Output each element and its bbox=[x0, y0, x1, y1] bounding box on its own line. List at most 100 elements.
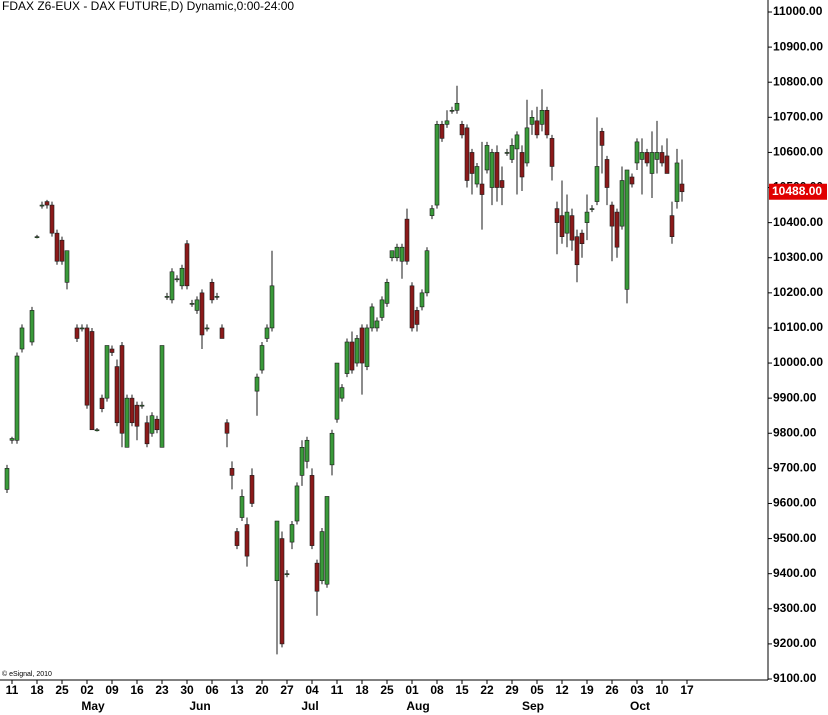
candle-body bbox=[674, 162, 680, 202]
candle-body bbox=[174, 278, 180, 281]
candle-body bbox=[269, 285, 275, 329]
candle-body bbox=[499, 180, 505, 188]
candle-body bbox=[549, 138, 555, 167]
candle-body bbox=[489, 152, 495, 188]
candle-body bbox=[534, 120, 540, 136]
candle-body bbox=[189, 303, 195, 305]
candle-body bbox=[594, 166, 600, 202]
candle-body bbox=[294, 485, 300, 522]
candle-body bbox=[49, 204, 55, 234]
candle-body bbox=[639, 152, 645, 160]
x-tick-label: 10 bbox=[655, 683, 669, 697]
month-label: Oct bbox=[630, 699, 650, 713]
x-tick-label: 25 bbox=[380, 683, 394, 697]
x-tick-label: 26 bbox=[605, 683, 619, 697]
candle-body bbox=[339, 387, 345, 399]
candle-body bbox=[679, 183, 685, 193]
candle-body bbox=[14, 355, 20, 441]
x-tick-label: 27 bbox=[280, 683, 294, 697]
month-label: Aug bbox=[406, 699, 429, 713]
x-tick-label: 08 bbox=[430, 683, 444, 697]
candle-body bbox=[544, 109, 550, 136]
candle-body bbox=[569, 215, 575, 241]
candle-body bbox=[199, 292, 205, 336]
candle-body bbox=[229, 468, 235, 476]
candle-body bbox=[39, 204, 45, 207]
candle-body bbox=[129, 397, 135, 424]
candle-body bbox=[309, 475, 315, 546]
candle-body bbox=[314, 562, 320, 592]
candle-body bbox=[444, 120, 450, 125]
candle-body bbox=[34, 236, 40, 238]
candle-body bbox=[344, 341, 350, 374]
candle-body bbox=[434, 124, 440, 206]
month-label: Jul bbox=[301, 699, 318, 713]
y-tick-label: 9500.00 bbox=[773, 531, 817, 545]
candle-body bbox=[669, 215, 675, 237]
candle-body bbox=[494, 152, 500, 188]
candle-body bbox=[319, 531, 325, 582]
candle-body bbox=[379, 299, 385, 318]
candle-body bbox=[514, 134, 520, 150]
y-tick-label: 9700.00 bbox=[773, 461, 817, 475]
x-tick-label: 20 bbox=[255, 683, 269, 697]
month-label: Sep bbox=[522, 699, 544, 713]
candle-body bbox=[194, 299, 200, 311]
candle-body bbox=[289, 524, 295, 543]
candle-body bbox=[89, 331, 95, 431]
last-price-box bbox=[769, 183, 827, 200]
candle-body bbox=[449, 109, 455, 112]
candle-body bbox=[579, 232, 585, 244]
candle-body bbox=[164, 296, 170, 298]
candle-body bbox=[464, 127, 470, 181]
candle-body bbox=[179, 267, 185, 287]
candle-body bbox=[614, 211, 620, 248]
candle-body bbox=[459, 124, 465, 136]
candle-body bbox=[539, 109, 545, 125]
candle-body bbox=[234, 531, 240, 546]
candle-body bbox=[564, 211, 570, 234]
candle-body bbox=[99, 397, 105, 409]
candle-body bbox=[359, 327, 365, 364]
candle-body bbox=[59, 239, 65, 262]
x-tick-label: 11 bbox=[331, 683, 344, 697]
candle-body bbox=[4, 468, 10, 490]
credit: © eSignal, 2010 bbox=[2, 670, 52, 678]
candle-body bbox=[214, 296, 220, 298]
y-tick-label: 9800.00 bbox=[773, 425, 817, 439]
y-tick-label: 9100.00 bbox=[773, 671, 817, 685]
x-tick-label: 15 bbox=[455, 683, 469, 697]
x-tick-label: 23 bbox=[155, 683, 169, 697]
candle-body bbox=[64, 250, 70, 283]
candle-body bbox=[244, 524, 250, 557]
x-tick-label: 29 bbox=[505, 683, 519, 697]
candle-body bbox=[644, 152, 650, 164]
x-tick-label: 25 bbox=[55, 683, 69, 697]
candle-body bbox=[574, 236, 580, 266]
x-tick-label: 12 bbox=[555, 683, 569, 697]
candle-body bbox=[349, 341, 355, 371]
candle-body bbox=[144, 422, 150, 445]
chart-title: FDAX Z6-EUX - DAX FUTURE,D) Dynamic,0:00… bbox=[2, 0, 294, 13]
candle-body bbox=[529, 117, 535, 125]
candle-body bbox=[439, 124, 445, 139]
candle-body bbox=[384, 282, 390, 304]
candle-body bbox=[329, 432, 335, 466]
candle-body bbox=[19, 327, 25, 350]
candle-body bbox=[509, 145, 515, 160]
candle-body bbox=[29, 310, 35, 343]
y-tick-label: 9600.00 bbox=[773, 496, 817, 510]
x-tick-label: 18 bbox=[355, 683, 369, 697]
candle-body bbox=[484, 145, 490, 171]
x-tick-label: 18 bbox=[30, 683, 44, 697]
candle-body bbox=[374, 320, 380, 329]
candle-body bbox=[334, 362, 340, 420]
candle-body bbox=[184, 243, 190, 287]
candle-body bbox=[134, 404, 140, 427]
y-tick-label: 10800.00 bbox=[773, 74, 823, 88]
candle-body bbox=[454, 102, 460, 111]
candle-body bbox=[429, 208, 435, 216]
x-tick-label: 06 bbox=[205, 683, 219, 697]
x-tick-label: 22 bbox=[480, 683, 494, 697]
candle-body bbox=[554, 208, 560, 223]
